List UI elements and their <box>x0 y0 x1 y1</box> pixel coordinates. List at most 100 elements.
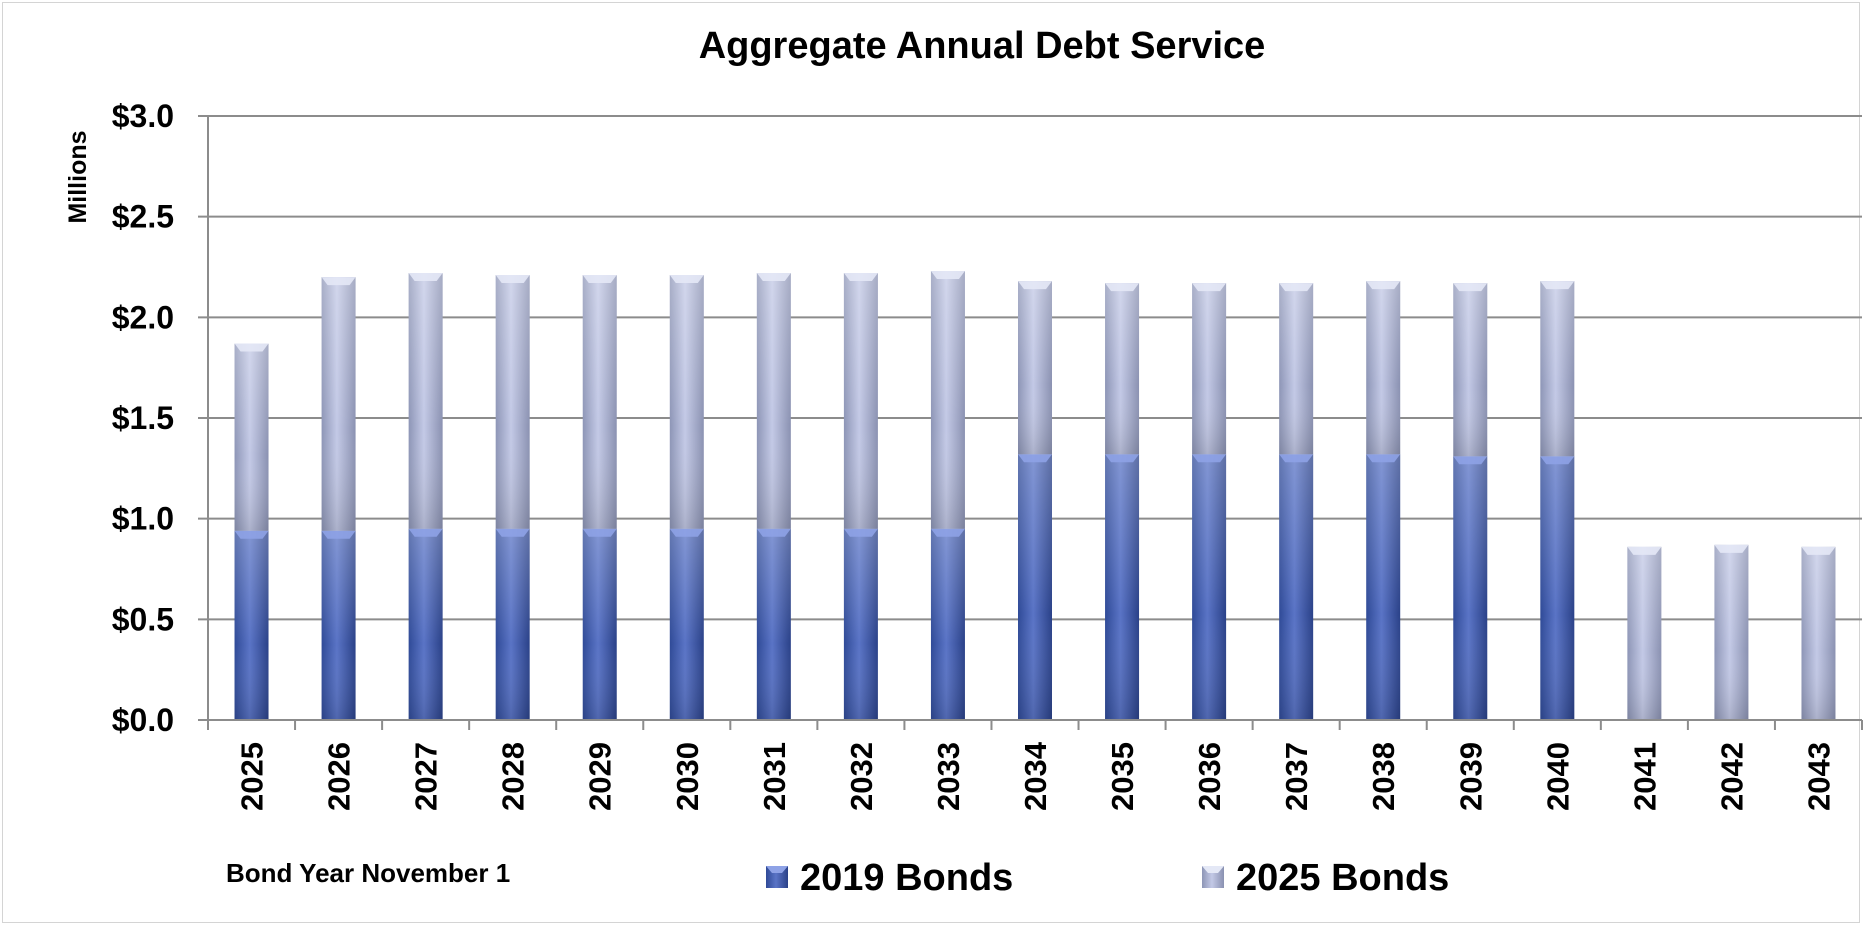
bar-bevel-cap <box>234 530 269 539</box>
x-tick-label: 2043 <box>1801 742 1836 811</box>
bar-bevel-cap <box>1279 454 1314 463</box>
legend-swatch-bevel <box>766 866 788 873</box>
x-tick-label: 2033 <box>931 742 966 811</box>
x-tick-label: 2029 <box>583 742 618 811</box>
bar-shading <box>756 273 791 529</box>
bar-bevel-cap <box>1453 283 1488 292</box>
bar-shading <box>321 277 356 531</box>
bar-shading <box>669 275 704 529</box>
x-tick-label: 2028 <box>496 742 531 811</box>
legend-swatch-bevel <box>1202 866 1224 873</box>
y-tick-label: $0.0 <box>112 702 174 738</box>
bar-shading <box>321 530 356 720</box>
y-axis-label: Millions <box>64 130 92 223</box>
bar-bevel-cap <box>843 528 878 537</box>
bar-bevel-cap <box>582 275 617 284</box>
bar-bevel-cap <box>930 528 965 537</box>
bar-bevel-cap <box>1192 283 1227 292</box>
y-tick-label: $2.0 <box>112 299 174 335</box>
bar-shading <box>1018 281 1052 455</box>
bar-bevel-cap <box>1192 454 1227 463</box>
bar-bevel-cap <box>1801 546 1836 555</box>
bar-bevel-cap <box>1105 283 1140 292</box>
y-tick-label: $1.0 <box>112 501 174 537</box>
y-tick-label: $2.5 <box>112 199 174 235</box>
bar-bevel-cap <box>321 530 356 539</box>
bar-bevel-cap <box>843 273 878 282</box>
bar-bevel-cap <box>234 343 269 352</box>
bar-shading <box>582 275 617 529</box>
x-tick-label: 2030 <box>670 742 705 811</box>
bar-shading <box>843 528 878 720</box>
x-tick-label: 2026 <box>322 742 357 811</box>
legend: 2019 Bonds 2025 Bonds <box>766 857 1449 899</box>
legend-label-2025: 2025 Bonds <box>1236 857 1449 899</box>
bar-shading <box>1105 454 1140 720</box>
y-tick-label: $1.5 <box>112 400 174 436</box>
bar-shading <box>234 343 269 531</box>
x-tick-label: 2034 <box>1018 741 1053 811</box>
x-tick-label: 2031 <box>757 742 792 811</box>
bar-shading <box>408 528 443 720</box>
bar-shading <box>582 528 617 720</box>
bar-bevel-cap <box>495 528 530 537</box>
y-tick-label: $0.5 <box>112 601 174 637</box>
x-axis <box>207 116 1863 730</box>
x-tick-label: 2039 <box>1453 742 1488 811</box>
bar-shading <box>1540 456 1575 720</box>
x-tick-label: 2032 <box>844 742 879 811</box>
x-tick-label: 2027 <box>409 742 444 811</box>
bar-shading <box>1192 283 1227 455</box>
bar-bevel-cap <box>1714 544 1749 553</box>
bar-bevel-cap <box>408 273 443 282</box>
bar-shading <box>1453 456 1488 720</box>
bar-shading <box>1801 546 1836 720</box>
bar-bevel-cap <box>1018 281 1052 290</box>
x-tick-label: 2041 <box>1627 742 1662 811</box>
y-tick-label: $3.0 <box>112 98 174 134</box>
bar-shading <box>843 273 878 529</box>
bar-shading <box>1540 281 1575 457</box>
bar-bevel-cap <box>756 273 791 282</box>
bar-shading <box>930 271 965 529</box>
bar-shading <box>669 528 704 720</box>
bar-shading <box>1714 544 1749 720</box>
x-tick-label: 2038 <box>1366 742 1401 811</box>
y-axis-ticks: $0.0 $0.5 $1.0 $1.5 $2.0 $2.5 $3.0 <box>112 98 174 738</box>
x-tick-label: 2040 <box>1540 742 1575 811</box>
bar-bevel-cap <box>1540 456 1575 465</box>
bar-shading <box>756 528 791 720</box>
bar-bevel-cap <box>582 528 617 537</box>
bar-shading <box>1279 454 1314 720</box>
x-tick-label: 2042 <box>1714 742 1749 811</box>
bar-shading <box>1018 454 1052 720</box>
bar-shading <box>234 530 269 720</box>
bar-bevel-cap <box>1018 454 1052 463</box>
x-tick-label: 2036 <box>1192 742 1227 811</box>
bar-shading <box>408 273 443 529</box>
x-tick-label: 2025 <box>235 742 270 811</box>
bar-bevel-cap <box>1453 456 1488 465</box>
x-axis-ticks: 2025 2026 2027 2028 2029 2030 2031 2032 2033 2034… <box>235 741 1837 811</box>
bar-shading <box>495 275 530 529</box>
bar-bevel-cap <box>1627 546 1662 555</box>
bar-bevel-cap <box>1540 281 1575 290</box>
bar-shading <box>1279 283 1314 455</box>
bar-shading <box>1627 546 1662 720</box>
bar-bevel-cap <box>495 275 530 284</box>
bar-shading <box>1366 281 1401 455</box>
x-tick-label: 2037 <box>1279 742 1314 811</box>
bar-bevel-cap <box>669 275 704 284</box>
bar-bevel-cap <box>669 528 704 537</box>
bar-shading <box>1105 283 1140 455</box>
x-axis-label: Bond Year November 1 <box>226 858 510 888</box>
bar-bevel-cap <box>408 528 443 537</box>
bar-shading <box>1192 454 1227 720</box>
x-tick-label: 2035 <box>1105 742 1140 811</box>
bar-shading <box>1453 283 1488 457</box>
bar-bevel-cap <box>756 528 791 537</box>
bar-bevel-cap <box>930 271 965 280</box>
bar-bevel-cap <box>321 277 356 286</box>
bar-shading <box>495 528 530 720</box>
